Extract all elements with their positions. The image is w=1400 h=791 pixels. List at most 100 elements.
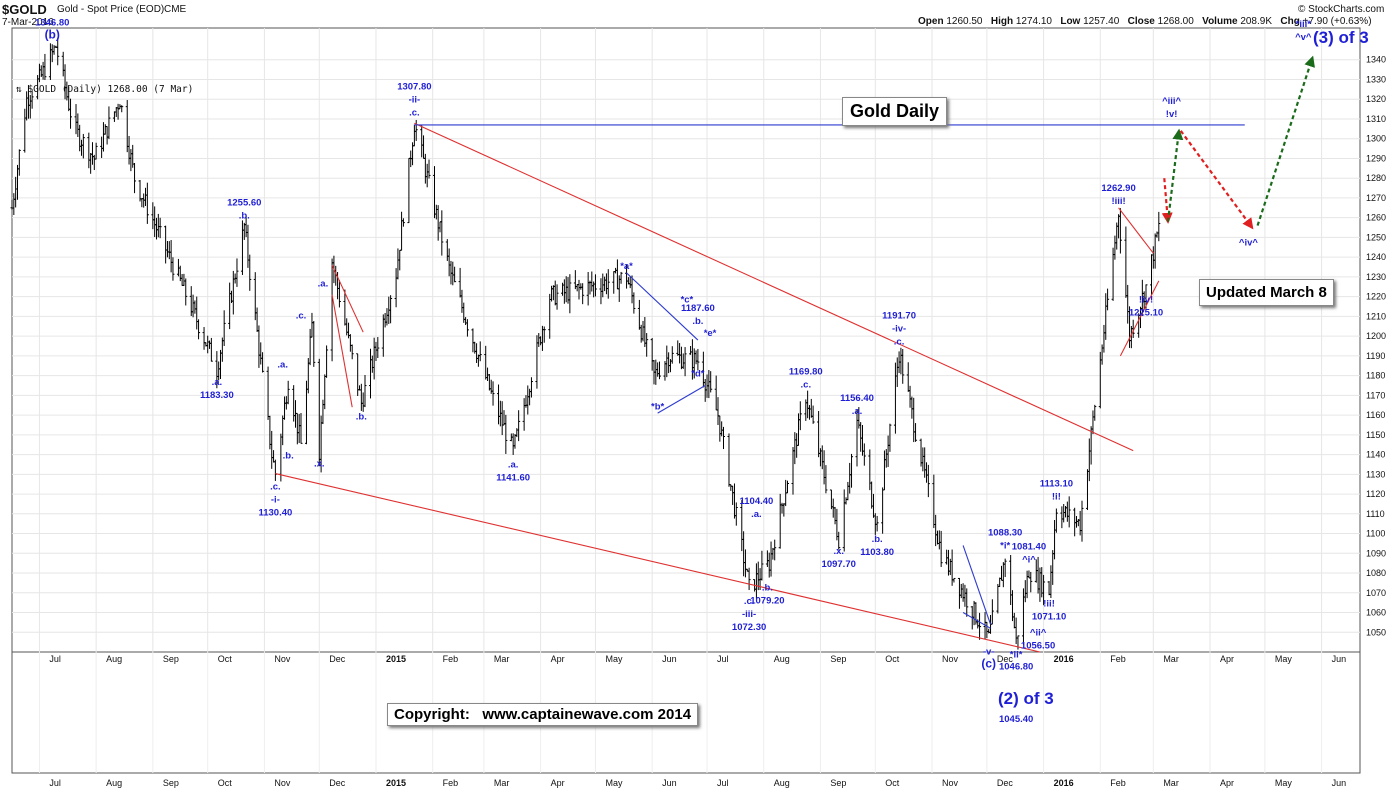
- wave-label: -iii-: [742, 609, 756, 620]
- high-value: 1274.10: [1015, 16, 1052, 27]
- x-tick-label: Dec: [997, 654, 1014, 664]
- y-tick-label: 1330: [1366, 74, 1386, 84]
- wave-label: 1056.50: [1021, 640, 1055, 651]
- chart-description: Gold - Spot Price (EOD): [57, 4, 165, 15]
- y-tick-label: 1250: [1366, 232, 1386, 242]
- x-tick-label-bottom: Sep: [163, 778, 179, 788]
- wave-label: 1262.90: [1101, 183, 1135, 194]
- wave-label: 1072.30: [732, 622, 766, 633]
- wave-label: 1187.60: [681, 303, 715, 314]
- trend-line: [626, 272, 699, 341]
- y-tick-label: 1300: [1366, 134, 1386, 144]
- wave-label: *d*: [691, 369, 705, 380]
- wave-label: 1169.80: [789, 367, 823, 378]
- wave-label: .a.: [277, 360, 288, 371]
- x-tick-label: Sep: [163, 654, 179, 664]
- x-tick-label: Nov: [942, 654, 959, 664]
- wave-label: ^iii^: [1162, 96, 1181, 107]
- trend-line: [1118, 207, 1154, 254]
- wave-label: 1191.70: [882, 311, 916, 322]
- x-tick-label: Jul: [717, 654, 729, 664]
- y-tick-label: 1200: [1366, 331, 1386, 341]
- x-tick-label: Apr: [1220, 654, 1234, 664]
- updated-march-box: Updated March 8: [1199, 279, 1334, 306]
- x-tick-label: Jun: [662, 654, 677, 664]
- trend-line: [962, 545, 992, 625]
- x-tick-label: Dec: [329, 654, 346, 664]
- legend-icon: ⇅: [16, 84, 28, 95]
- wave-label: .b.: [762, 583, 773, 594]
- x-tick-label: Mar: [1163, 654, 1179, 664]
- trend-line: [962, 612, 991, 629]
- wave-label: .b.: [239, 210, 250, 221]
- price-panel-frame: [11, 27, 1361, 653]
- y-tick-label: 1190: [1366, 351, 1385, 361]
- x-tick-label-bottom: Aug: [106, 778, 122, 788]
- x-tick-label-bottom: Feb: [443, 778, 459, 788]
- wave-label: 1088.30: [988, 528, 1022, 539]
- y-tick-label: 1180: [1366, 371, 1385, 381]
- wave-label: 1079.20: [750, 596, 784, 607]
- x-tick-label-bottom: Oct: [885, 778, 900, 788]
- wave-label: 1225.10: [1129, 308, 1163, 319]
- y-tick-label: 1290: [1366, 153, 1386, 163]
- wave-label: .a.: [318, 279, 329, 290]
- x-tick-label: Mar: [494, 654, 510, 664]
- wave-label: 1255.60: [227, 197, 261, 208]
- y-tick-label: 1260: [1366, 213, 1386, 223]
- x-tick-label: Nov: [274, 654, 291, 664]
- wave-label: ^i^: [1022, 554, 1036, 565]
- close-value: 1268.00: [1157, 16, 1194, 27]
- wave-label: *ii*: [1010, 649, 1023, 660]
- x-tick-label-bottom: Dec: [997, 778, 1014, 788]
- high-label: High: [990, 16, 1014, 27]
- x-tick-label-bottom: Aug: [774, 778, 790, 788]
- x-tick-label-bottom: 2016: [1054, 778, 1074, 788]
- wave-label: !i!: [1052, 492, 1061, 503]
- wave-label: 1113.10: [1040, 479, 1073, 490]
- x-tick-label: Oct: [885, 654, 900, 664]
- y-tick-label: 1280: [1366, 173, 1386, 183]
- wave-label: .a.: [508, 459, 519, 470]
- wave-label: .b.: [872, 534, 883, 545]
- wave-label: (b): [45, 27, 60, 41]
- trend-line: [414, 122, 1134, 452]
- x-tick-label-bottom: Jun: [662, 778, 677, 788]
- wave-label: .c.: [270, 482, 281, 493]
- x-tick-label: May: [605, 654, 623, 664]
- wave-label: 1183.30: [200, 390, 234, 401]
- x-tick-label: Jul: [49, 654, 61, 664]
- wave-two-of-three: (2) of 3: [998, 689, 1054, 708]
- trend-line: [331, 294, 353, 408]
- y-tick-label: 1310: [1366, 114, 1386, 124]
- wave-label: (c): [981, 657, 996, 671]
- trend-line: [1119, 280, 1160, 357]
- wave-label: *a*: [620, 261, 633, 272]
- x-tick-label-bottom: Nov: [942, 778, 959, 788]
- wave-label: !iii!: [1111, 196, 1125, 207]
- wave-label: !iv!: [1139, 295, 1153, 306]
- low-value: 1257.40: [1083, 16, 1120, 27]
- x-tick-label: Feb: [443, 654, 459, 664]
- wave-label: *iii*: [1296, 19, 1312, 30]
- wave-label: .b.: [356, 411, 367, 422]
- x-tick-label: Apr: [551, 654, 565, 664]
- gold-daily-title-box: Gold Daily: [842, 97, 948, 126]
- chart-exchange: CME: [164, 4, 187, 15]
- wave-label: .c.: [801, 380, 812, 391]
- y-tick-label: 1170: [1366, 390, 1385, 400]
- y-tick-label: 1120: [1366, 489, 1385, 499]
- projection-arrow-down: [1161, 178, 1173, 224]
- x-tick-label-bottom: May: [1275, 778, 1293, 788]
- y-tick-label: 1320: [1366, 94, 1386, 104]
- wave-label: 1046.80: [999, 661, 1033, 672]
- y-tick-label: 1060: [1366, 608, 1386, 618]
- y-tick-label: 1090: [1366, 548, 1386, 558]
- trend-line: [275, 472, 1041, 653]
- y-tick-label: 1130: [1366, 469, 1385, 479]
- x-tick-label: Jun: [1332, 654, 1347, 664]
- projection-arrow-up: [1256, 55, 1315, 226]
- wave-label: -ii-: [409, 94, 421, 105]
- x-tick-label-bottom: Jul: [717, 778, 729, 788]
